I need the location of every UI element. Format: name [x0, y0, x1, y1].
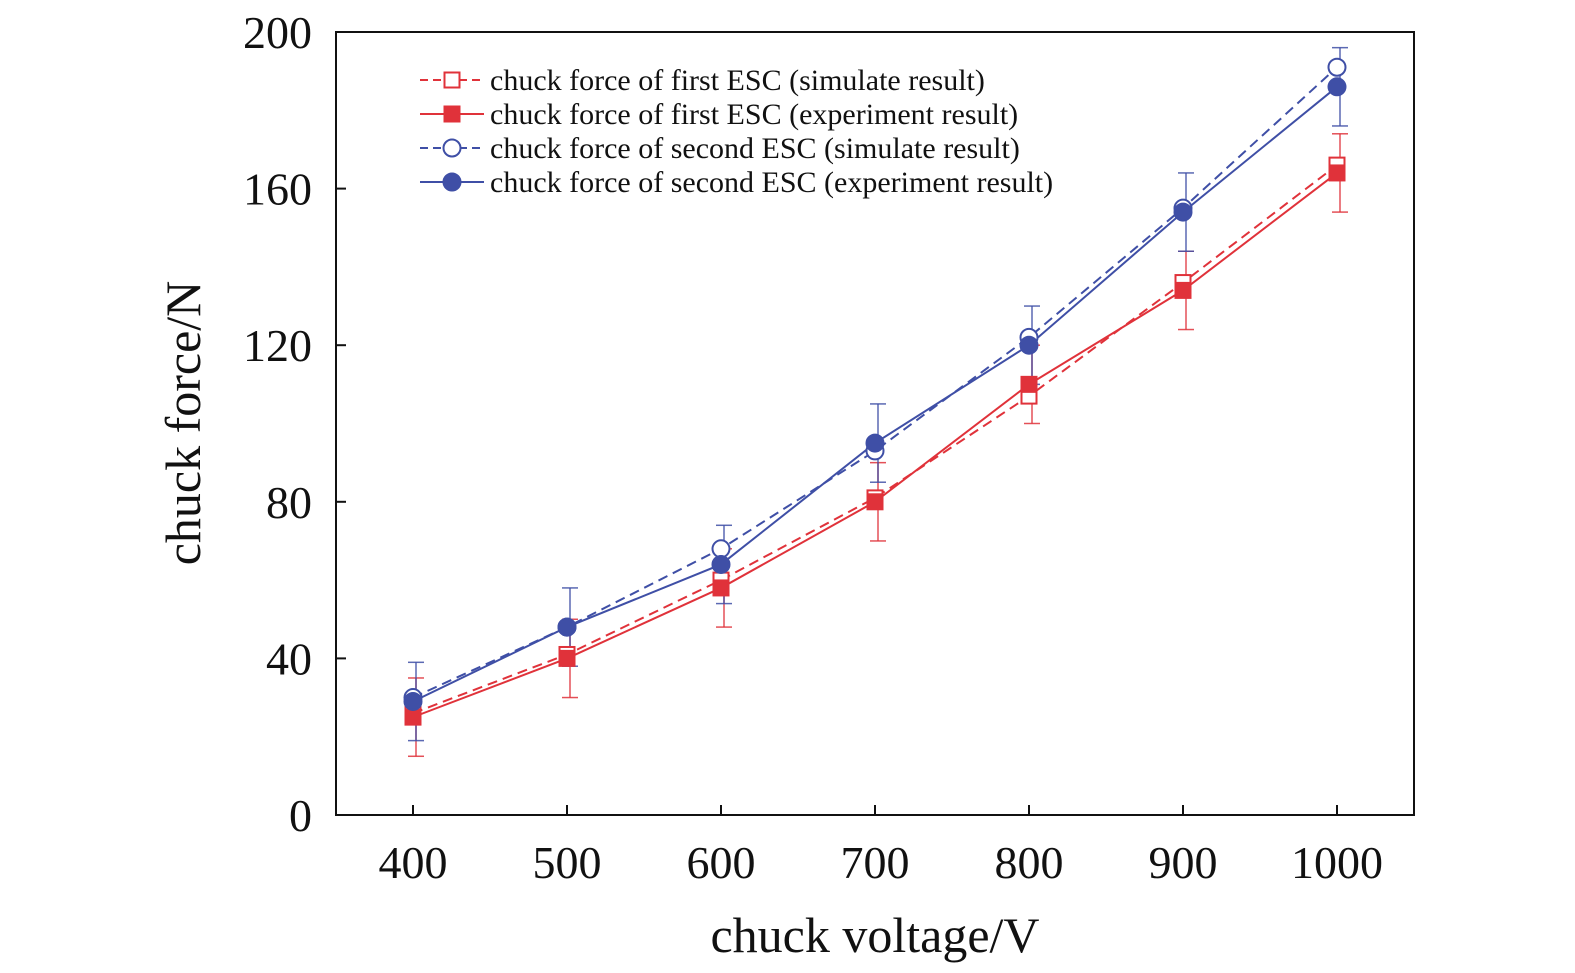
legend: chuck force of first ESC (simulate resul… — [420, 64, 1053, 199]
legend-label: chuck force of second ESC (simulate resu… — [490, 132, 1020, 165]
data-point-series-4 — [1019, 335, 1039, 355]
series-markers — [403, 57, 1347, 726]
x-tick-label: 700 — [841, 837, 910, 888]
x-tick-label: 800 — [995, 837, 1064, 888]
data-point-series-2 — [1328, 164, 1346, 182]
legend-marker — [442, 138, 462, 158]
axis-ticks: 400 500 600 700 800 900 1000 0 40 80 120 160 200 — [243, 7, 1383, 888]
data-point-series-4 — [865, 433, 885, 453]
x-tick-label: 400 — [379, 837, 448, 888]
y-tick-label: 80 — [266, 477, 312, 528]
legend-label: chuck force of first ESC (simulate resul… — [490, 64, 985, 97]
data-point-series-2 — [866, 493, 884, 511]
y-tick-label: 200 — [243, 7, 312, 58]
data-point-series-3 — [711, 539, 731, 559]
data-point-series-2 — [1174, 281, 1192, 299]
data-point-series-2 — [712, 579, 730, 597]
x-tick-label: 900 — [1149, 837, 1218, 888]
x-axis-label: chuck voltage/V — [710, 907, 1039, 963]
legend-marker — [442, 172, 462, 192]
x-tick-label: 1000 — [1291, 837, 1383, 888]
y-tick-label: 160 — [243, 164, 312, 215]
legend-label: chuck force of second ESC (experiment re… — [490, 166, 1053, 199]
legend-marker — [443, 105, 461, 123]
x-tick-label: 500 — [533, 837, 602, 888]
data-point-series-2 — [558, 649, 576, 667]
data-point-series-4 — [711, 554, 731, 574]
data-point-series-4 — [557, 617, 577, 637]
data-point-series-2 — [1020, 375, 1038, 393]
y-axis-label: chuck force/N — [155, 281, 211, 566]
y-tick-label: 0 — [289, 790, 312, 841]
legend-marker — [443, 71, 461, 89]
y-tick-label: 40 — [266, 633, 312, 684]
data-point-series-2 — [404, 708, 422, 726]
legend-label: chuck force of first ESC (experiment res… — [490, 98, 1018, 131]
y-tick-label: 120 — [243, 320, 312, 371]
data-point-series-3 — [1327, 57, 1347, 77]
data-point-series-4 — [1327, 77, 1347, 97]
data-point-series-4 — [1173, 202, 1193, 222]
data-point-series-4 — [403, 691, 423, 711]
x-tick-label: 600 — [687, 837, 756, 888]
